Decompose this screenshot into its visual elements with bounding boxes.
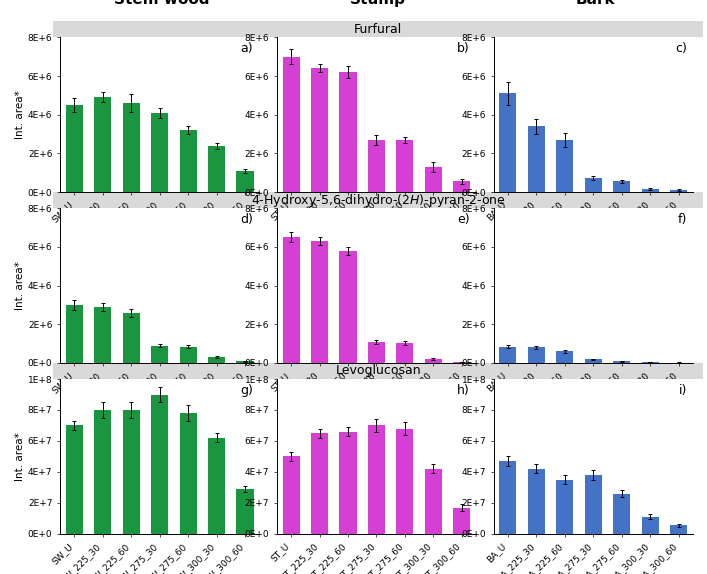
- Bar: [425, 167, 442, 192]
- Bar: [499, 94, 517, 192]
- Bar: [123, 103, 140, 192]
- Bar: [123, 313, 140, 363]
- Text: Stump: Stump: [350, 0, 407, 7]
- Bar: [208, 357, 225, 363]
- Bar: [556, 351, 573, 363]
- Bar: [94, 97, 111, 192]
- Bar: [585, 359, 602, 363]
- Bar: [151, 346, 168, 363]
- Bar: [208, 146, 225, 192]
- Text: Stem wood: Stem wood: [114, 0, 209, 7]
- Text: g): g): [240, 383, 253, 397]
- Bar: [311, 241, 328, 363]
- Bar: [642, 517, 659, 534]
- Bar: [236, 489, 254, 534]
- Bar: [151, 394, 168, 534]
- Bar: [499, 461, 517, 534]
- Bar: [585, 475, 602, 534]
- Bar: [180, 347, 197, 363]
- Text: f): f): [677, 213, 687, 226]
- Text: b): b): [457, 42, 470, 55]
- Text: Furfural: Furfural: [354, 23, 402, 36]
- Bar: [66, 105, 83, 192]
- Bar: [453, 362, 470, 363]
- Bar: [528, 126, 545, 192]
- Bar: [642, 189, 659, 192]
- Text: 4-Hydroxy-5,6-dihydro-($\mathit{2H}$)-pyran-2-one: 4-Hydroxy-5,6-dihydro-($\mathit{2H}$)-py…: [251, 192, 506, 208]
- Y-axis label: Int. area*: Int. area*: [15, 432, 25, 481]
- Bar: [66, 305, 83, 363]
- Bar: [236, 171, 254, 192]
- Bar: [368, 342, 385, 363]
- Bar: [397, 343, 414, 363]
- Bar: [311, 68, 328, 192]
- Text: i): i): [679, 383, 687, 397]
- Bar: [208, 438, 225, 534]
- Text: a): a): [240, 42, 253, 55]
- Bar: [670, 525, 687, 534]
- Text: e): e): [457, 213, 470, 226]
- Bar: [123, 410, 140, 534]
- Bar: [670, 190, 687, 192]
- Y-axis label: Int. area*: Int. area*: [15, 90, 25, 139]
- Text: d): d): [240, 213, 253, 226]
- Bar: [613, 362, 630, 363]
- Bar: [528, 347, 545, 363]
- Text: Bark: Bark: [575, 0, 615, 7]
- Text: Levoglucosan: Levoglucosan: [335, 364, 421, 378]
- Bar: [453, 181, 470, 192]
- Bar: [180, 413, 197, 534]
- Bar: [528, 469, 545, 534]
- Bar: [283, 57, 300, 192]
- Bar: [397, 140, 414, 192]
- Bar: [425, 469, 442, 534]
- Bar: [180, 130, 197, 192]
- Bar: [368, 140, 385, 192]
- Bar: [453, 507, 470, 534]
- Bar: [339, 72, 356, 192]
- Y-axis label: Int. area*: Int. area*: [15, 261, 25, 310]
- Bar: [283, 456, 300, 534]
- Text: c): c): [675, 42, 687, 55]
- Bar: [94, 307, 111, 363]
- Bar: [151, 113, 168, 192]
- Bar: [339, 251, 356, 363]
- Bar: [499, 347, 517, 363]
- Bar: [236, 362, 254, 363]
- Bar: [311, 433, 328, 534]
- Bar: [585, 177, 602, 192]
- Text: h): h): [457, 383, 470, 397]
- Bar: [613, 181, 630, 192]
- Bar: [556, 480, 573, 534]
- Bar: [283, 237, 300, 363]
- Bar: [425, 359, 442, 363]
- Bar: [339, 432, 356, 534]
- Bar: [613, 494, 630, 534]
- Bar: [368, 425, 385, 534]
- Bar: [642, 362, 659, 363]
- Bar: [94, 410, 111, 534]
- Bar: [66, 425, 83, 534]
- Bar: [556, 140, 573, 192]
- Bar: [397, 429, 414, 534]
